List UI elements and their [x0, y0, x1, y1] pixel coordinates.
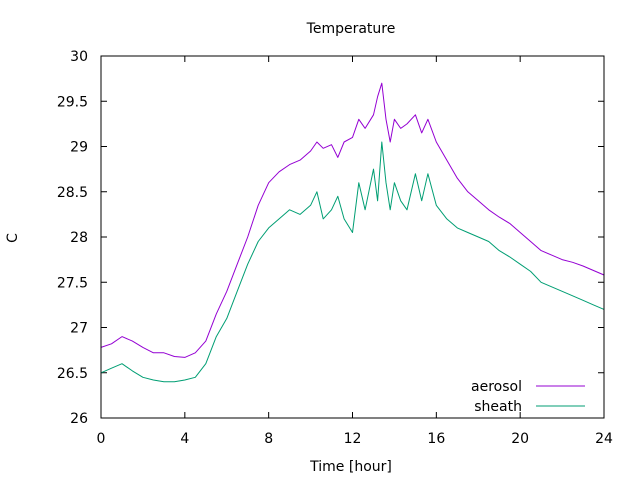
y-axis-ticks: 26 26.5 27 27.5 28 28.5 29 29.5 30: [57, 49, 604, 427]
x-axis-ticks: 0 4 8 12 16 20 24: [97, 56, 613, 447]
x-tick-label: 16: [427, 431, 445, 447]
x-tick-label: 24: [595, 431, 613, 447]
y-tick-label: 29.5: [57, 94, 88, 110]
x-tick-label: 12: [344, 431, 362, 447]
chart-title: Temperature: [306, 21, 396, 37]
x-tick-label: 8: [264, 431, 273, 447]
legend: aerosol sheath: [471, 379, 585, 415]
y-tick-label: 30: [70, 49, 88, 65]
x-tick-label: 4: [180, 431, 189, 447]
plot-frame: [100, 55, 605, 419]
y-tick-label: 29: [70, 140, 88, 156]
legend-label-aerosol: aerosol: [471, 379, 522, 395]
y-tick-label: 26: [70, 411, 88, 427]
y-tick-label: 28.5: [57, 185, 88, 201]
series-line-aerosol: [100, 82, 605, 358]
x-axis-label: Time [hour]: [309, 459, 392, 475]
y-axis-label: C: [5, 233, 21, 243]
y-tick-label: 27.5: [57, 275, 88, 291]
x-tick-label: 20: [511, 431, 529, 447]
series-line-sheath: [100, 141, 605, 383]
x-tick-label: 0: [97, 431, 106, 447]
series-lines: [100, 82, 605, 383]
y-tick-label: 28: [70, 230, 88, 246]
y-tick-label: 26.5: [57, 366, 88, 382]
legend-label-sheath: sheath: [474, 399, 522, 415]
y-tick-label: 27: [70, 321, 88, 337]
